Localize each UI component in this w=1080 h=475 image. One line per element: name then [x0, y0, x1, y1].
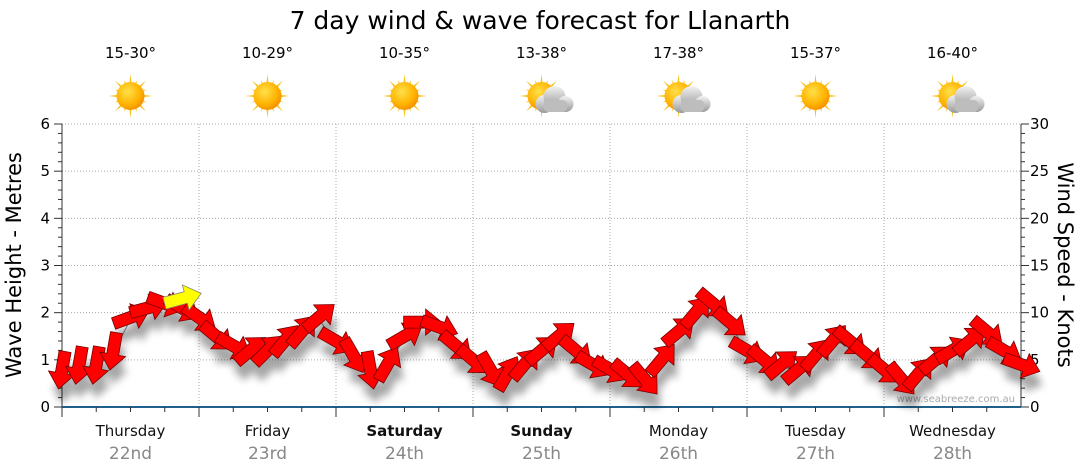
day-forecast: 17-38°	[653, 44, 711, 118]
sun-icon	[382, 74, 427, 118]
partly-cloudy-icon	[656, 74, 711, 118]
day-forecasts: 15-30° 10-29° 10-35° 13-38° 17-38° 15-37° 16-4…	[105, 44, 985, 118]
date-label: 27th	[796, 444, 835, 464]
wind-arrow	[475, 350, 504, 388]
wind-arrows	[47, 284, 1043, 409]
sun-disc	[116, 82, 145, 110]
wave-arrow	[162, 284, 202, 311]
sun-icon	[245, 74, 290, 118]
sun-disc	[253, 82, 282, 110]
y-tick-left: 3	[40, 257, 50, 275]
wind-arrow	[540, 322, 575, 353]
day-label: Thursday	[95, 422, 166, 440]
day-label: Saturday	[366, 422, 443, 440]
y-tick-right: 25	[1030, 162, 1049, 180]
day-forecast: 10-35°	[379, 44, 430, 118]
date-label: 25th	[522, 444, 561, 464]
partly-cloudy-icon	[930, 74, 985, 118]
date-label: 24th	[385, 444, 424, 464]
date-label: 28th	[933, 444, 972, 464]
wind-arrow	[627, 360, 658, 395]
wind-arrow	[300, 304, 335, 335]
y-tick-right: 10	[1030, 304, 1049, 322]
sun-disc	[801, 82, 830, 110]
day-label: Wednesday	[909, 422, 996, 440]
day-label: Friday	[245, 422, 291, 440]
y-tick-right: 0	[1030, 398, 1040, 416]
wind-arrow	[99, 331, 127, 371]
wind-arrow	[372, 346, 402, 384]
y-tick-right: 20	[1030, 209, 1049, 227]
y-tick-right: 5	[1030, 351, 1040, 369]
wind-arrow	[951, 327, 986, 358]
y-tick-right: 30	[1030, 115, 1049, 133]
temperature-range: 15-37°	[790, 44, 841, 62]
y-tick-left: 0	[40, 398, 50, 416]
partly-cloudy-icon	[519, 74, 574, 118]
temperature-range: 15-30°	[105, 44, 156, 62]
wind-arrow	[711, 305, 746, 336]
wind-arrow	[1001, 352, 1041, 379]
sun-icon	[793, 74, 838, 118]
y-tick-left: 6	[40, 115, 50, 133]
y-tick-left: 1	[40, 351, 50, 369]
watermark: www.seabreeze.com.au	[897, 394, 1015, 405]
sun-icon	[108, 74, 153, 118]
day-label: Tuesday	[784, 422, 846, 440]
cloud-icon	[946, 86, 985, 113]
chart-title: 7 day wind & wave forecast for Llanarth	[290, 6, 791, 35]
day-forecast: 15-30°	[105, 44, 156, 118]
y-axis-right-label: Wind Speed - Knots	[1053, 162, 1077, 367]
y-tick-left: 2	[40, 304, 50, 322]
wind-arrow	[763, 351, 798, 382]
day-forecast: 13-38°	[516, 44, 574, 118]
cloud-icon	[672, 86, 711, 113]
y-axis-left-label: Wave Height - Metres	[2, 152, 26, 378]
wind-arrow	[644, 344, 675, 379]
sun-disc	[390, 82, 419, 110]
cloud-icon	[535, 86, 574, 113]
day-forecast: 16-40°	[927, 44, 985, 118]
date-label: 26th	[659, 444, 698, 464]
day-forecast: 10-29°	[242, 44, 293, 118]
temperature-range: 16-40°	[927, 44, 978, 62]
date-label: 23rd	[248, 444, 287, 464]
day-label: Monday	[649, 422, 708, 440]
date-label: 22nd	[109, 444, 152, 464]
wind-arrow	[47, 350, 76, 390]
temperature-range: 10-29°	[242, 44, 293, 62]
temperature-range: 10-35°	[379, 44, 430, 62]
y-tick-left: 5	[40, 162, 50, 180]
y-tick-left: 4	[40, 209, 50, 227]
day-label: Sunday	[510, 422, 573, 440]
temperature-range: 13-38°	[516, 44, 567, 62]
y-tick-right: 15	[1030, 257, 1049, 275]
axes: 0 1 2 3 4 5 6 0 5 10 15 20 25 30 Thursday 22nd Friday 23r…	[40, 115, 1049, 464]
day-forecast: 15-37°	[790, 44, 841, 118]
temperature-range: 17-38°	[653, 44, 704, 62]
